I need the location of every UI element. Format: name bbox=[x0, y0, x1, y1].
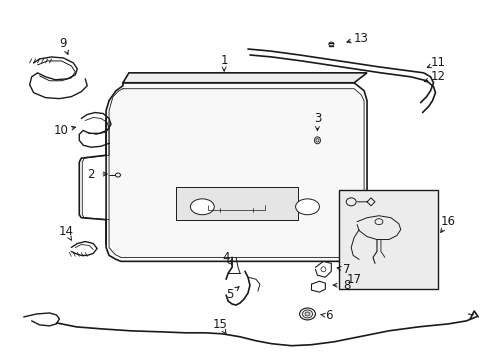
Text: 4: 4 bbox=[222, 251, 229, 264]
Text: 1: 1 bbox=[220, 54, 227, 67]
Polygon shape bbox=[106, 83, 366, 261]
Text: 6: 6 bbox=[325, 310, 332, 323]
Bar bbox=[175, 187, 297, 220]
Ellipse shape bbox=[305, 312, 309, 316]
Text: 13: 13 bbox=[353, 32, 368, 45]
Ellipse shape bbox=[299, 308, 315, 320]
Text: 15: 15 bbox=[212, 318, 227, 331]
Text: 17: 17 bbox=[346, 273, 361, 286]
Text: 8: 8 bbox=[343, 279, 350, 292]
Ellipse shape bbox=[315, 139, 318, 142]
Text: 9: 9 bbox=[60, 37, 67, 50]
Text: 3: 3 bbox=[313, 112, 321, 125]
Text: 11: 11 bbox=[430, 57, 445, 69]
Text: 14: 14 bbox=[59, 225, 74, 238]
Polygon shape bbox=[122, 73, 366, 83]
Ellipse shape bbox=[295, 199, 319, 215]
Ellipse shape bbox=[190, 199, 214, 215]
Text: 12: 12 bbox=[430, 70, 445, 83]
Text: 16: 16 bbox=[440, 215, 455, 228]
Text: 5: 5 bbox=[226, 288, 233, 301]
Text: 7: 7 bbox=[343, 263, 350, 276]
Text: 10: 10 bbox=[54, 124, 69, 137]
Text: 2: 2 bbox=[87, 167, 95, 181]
Bar bbox=[339, 190, 438, 289]
